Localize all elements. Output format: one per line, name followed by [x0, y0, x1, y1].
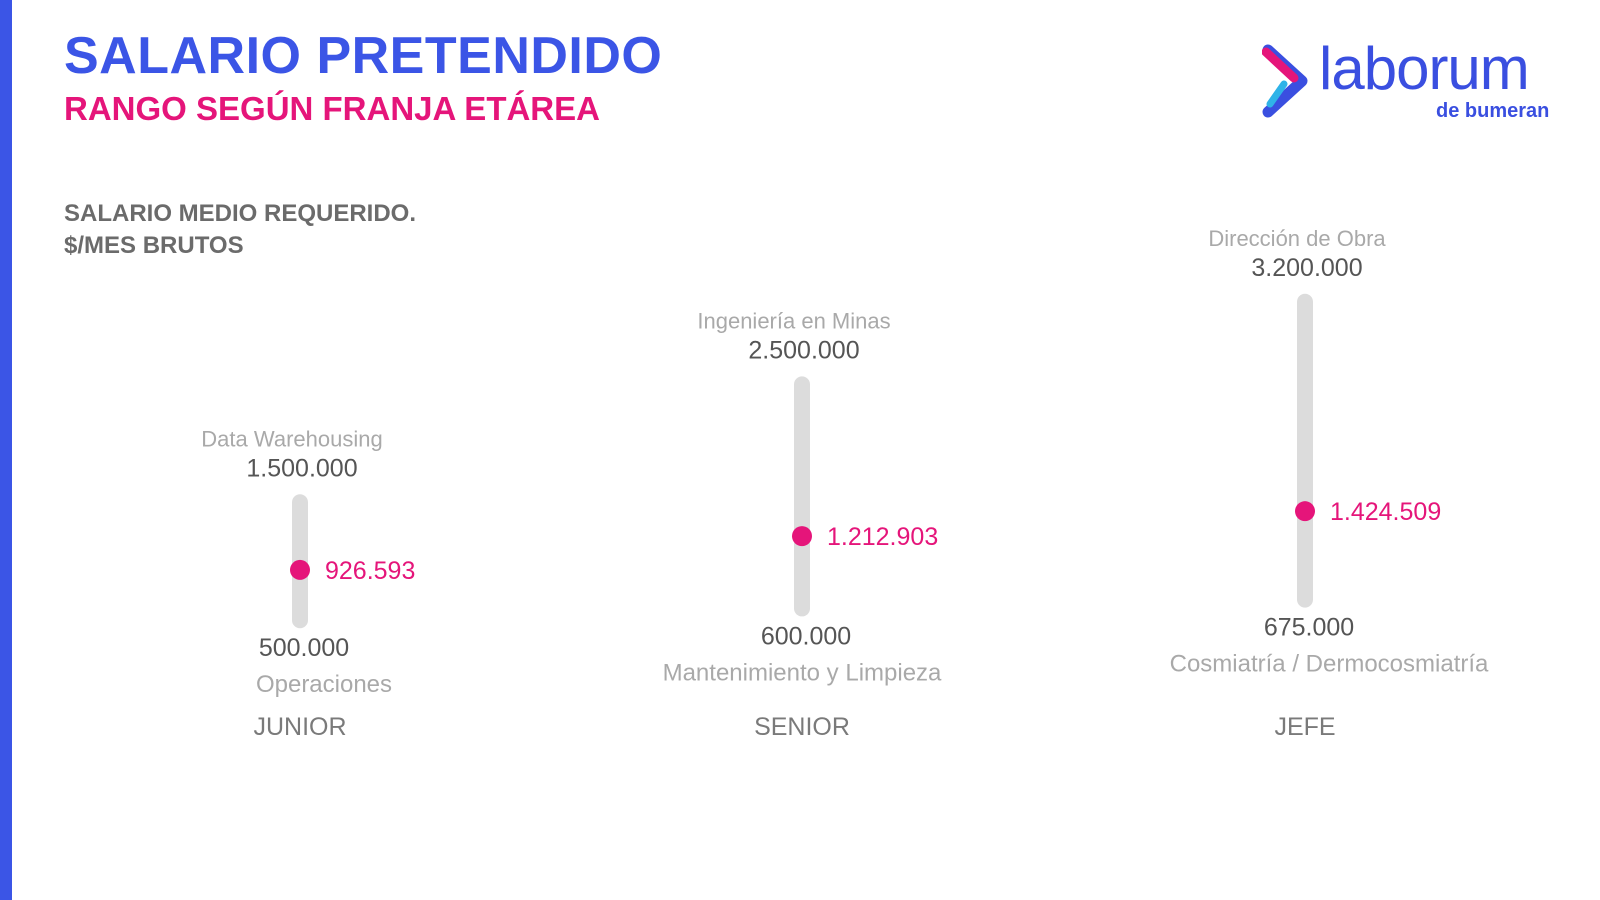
- average-value-label: 1.212.903: [827, 523, 938, 551]
- max-area-label: Data Warehousing: [201, 426, 382, 451]
- max-area-label: Ingeniería en Minas: [697, 308, 890, 333]
- average-marker: [1295, 501, 1315, 522]
- category-label: SENIOR: [754, 713, 850, 741]
- average-marker: [290, 559, 310, 580]
- min-value-label: 600.000: [761, 622, 851, 650]
- metric-line-2: $/MES BRUTOS: [64, 232, 244, 259]
- max-area-label: Dirección de Obra: [1208, 226, 1386, 251]
- min-value-label: 675.000: [1264, 614, 1354, 642]
- page-subtitle: RANGO SEGÚN FRANJA ETÁREA: [64, 90, 600, 127]
- average-marker: [792, 526, 812, 547]
- category-label: JEFE: [1274, 713, 1335, 741]
- max-value-label: 3.200.000: [1251, 254, 1362, 282]
- min-area-label: Mantenimiento y Limpieza: [663, 659, 942, 686]
- brand-logo: laborum de bumeran: [1262, 35, 1562, 130]
- min-area-label: Cosmiatría / Dermocosmiatría: [1170, 651, 1489, 678]
- max-value-label: 2.500.000: [748, 336, 859, 364]
- arrow-logo-icon: [1262, 44, 1308, 118]
- max-value-label: 1.500.000: [246, 454, 357, 482]
- logo-wordmark: laborum: [1319, 35, 1530, 102]
- metric-line-1: SALARIO MEDIO REQUERIDO.: [64, 200, 417, 227]
- logo-subtext: de bumeran: [1436, 100, 1550, 122]
- page-title: SALARIO PRETENDIDO: [64, 27, 663, 85]
- average-value-label: 926.593: [325, 557, 415, 585]
- left-accent-bar: [0, 0, 12, 900]
- average-value-label: 1.424.509: [1330, 498, 1441, 526]
- min-value-label: 500.000: [259, 634, 349, 662]
- min-area-label: Operaciones: [256, 671, 392, 698]
- metric-description: SALARIO MEDIO REQUERIDO. $/MES BRUTOS: [64, 198, 416, 262]
- category-label: JUNIOR: [253, 713, 346, 741]
